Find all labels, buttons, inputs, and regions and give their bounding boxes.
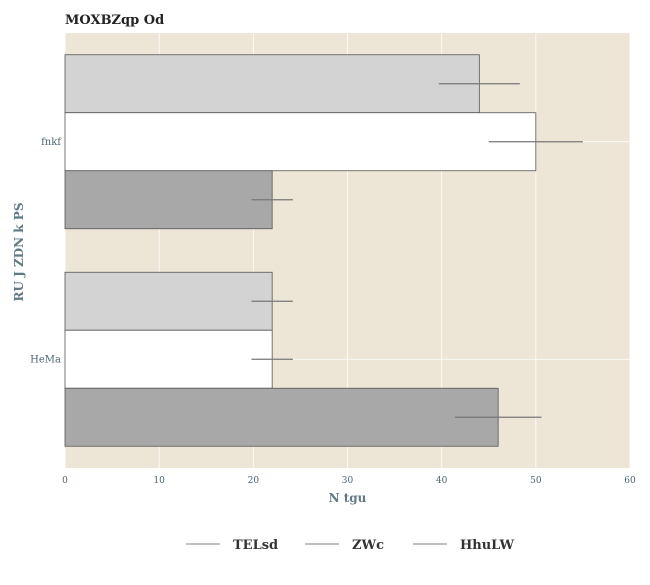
error-bars <box>251 83 583 418</box>
chart-title: MOXBZqp Od <box>65 13 164 28</box>
x-tick-label: 10 <box>153 476 165 486</box>
x-tick-label: 60 <box>624 476 636 486</box>
x-tick-label: 20 <box>248 476 260 486</box>
y-axis-label: RU J ZDN k PS <box>12 203 26 302</box>
y-category-label: fnkf <box>41 137 62 148</box>
y-category-label: HeMa <box>30 354 61 365</box>
x-tick-label: 0 <box>62 476 68 486</box>
bar-TELsd-HeMa <box>64 271 273 331</box>
bar-TELsd-fnkf <box>64 54 480 114</box>
legend-label: TELsd <box>233 538 278 553</box>
bar-HhuLW-fnkf <box>64 170 273 230</box>
x-tick-label: 30 <box>342 476 354 486</box>
x-tick-label: 40 <box>436 476 448 486</box>
legend-label: HhuLW <box>460 538 514 553</box>
legend-label: ZWc <box>352 538 384 553</box>
x-axis-ticks: 0 10 20 30 40 50 60 <box>62 476 636 486</box>
bar-ZWc-fnkf <box>64 112 537 172</box>
bar-HhuLW-HeMa <box>64 387 499 447</box>
bars <box>64 54 537 447</box>
bar-ZWc-HeMa <box>64 329 273 389</box>
x-tick-label: 50 <box>530 476 542 486</box>
y-axis-categories: fnkf HeMa <box>30 137 62 366</box>
x-axis-label: N tgu <box>329 491 367 505</box>
legend: TELsd ZWc HhuLW <box>186 538 514 553</box>
